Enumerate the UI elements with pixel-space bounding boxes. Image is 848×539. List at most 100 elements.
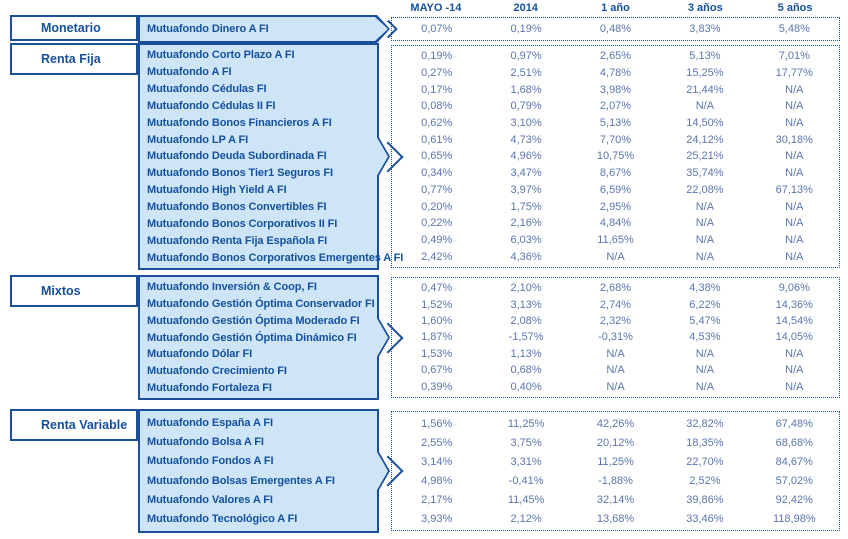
value-cell: N/A bbox=[785, 347, 804, 360]
section-renta-fija: Renta Fija Mutuafondo Corto Plazo A FI Mut… bbox=[0, 43, 848, 268]
fund-name: Mutuafondo Deuda Subordinada FI bbox=[147, 150, 327, 163]
column-header: 5 años bbox=[777, 2, 813, 14]
value-cell: 118,98% bbox=[772, 512, 816, 525]
section-renta-variable: Renta Variable Mutuafondo España A FI Mutu… bbox=[0, 409, 848, 531]
value-cell: 39,86% bbox=[686, 493, 724, 506]
values-box: 0,47% 2,10% 2,68% 4,38% 9,06% 1,52% 3,13% 2,74%… bbox=[391, 277, 840, 398]
section-divider bbox=[10, 275, 142, 277]
column-header: 1 año bbox=[601, 2, 630, 14]
fund-panel: Mutuafondo España A FI Mutuafondo Bolsa A… bbox=[140, 411, 404, 531]
value-cell: N/A bbox=[606, 347, 625, 360]
value-cell: 0,65% bbox=[421, 150, 453, 163]
column-header: 3 años bbox=[687, 2, 723, 14]
category-label: Renta Variable bbox=[41, 418, 128, 432]
value-cell: 0,34% bbox=[421, 167, 453, 180]
value-cell: 35,74% bbox=[686, 167, 724, 180]
value-cell: 15,25% bbox=[686, 67, 724, 80]
value-cell: N/A bbox=[785, 100, 804, 113]
value-cell: 0,20% bbox=[421, 200, 453, 213]
category-box: Monetario bbox=[10, 17, 138, 41]
category-box: Renta Variable bbox=[10, 411, 138, 441]
value-cell: 4,78% bbox=[599, 67, 632, 80]
value-cell: 4,53% bbox=[689, 331, 721, 344]
value-cell: 25,21% bbox=[686, 150, 724, 163]
value-cell: 32,14% bbox=[596, 493, 635, 506]
value-cell: 0,68% bbox=[510, 364, 542, 377]
fund-name: Mutuafondo Fortaleza FI bbox=[147, 381, 272, 394]
fund-name: Mutuafondo Corto Plazo A FI bbox=[147, 49, 295, 62]
value-cell: N/A bbox=[695, 100, 715, 113]
value-cell: 0,19% bbox=[510, 23, 542, 35]
value-cell: 0,07% bbox=[421, 23, 453, 35]
value-cell: 67,48% bbox=[775, 417, 813, 430]
value-cell: 4,36% bbox=[510, 250, 542, 263]
value-cell: 0,22% bbox=[421, 217, 453, 230]
value-cell: 0,39% bbox=[421, 380, 453, 393]
value-cell: -0,31% bbox=[598, 331, 633, 344]
fund-names: Mutuafondo Inversión & Coop, FI Mutuafond… bbox=[140, 277, 388, 398]
value-cell: 5,13% bbox=[599, 117, 632, 130]
value-cell: 22,70% bbox=[686, 455, 724, 468]
value-cell: N/A bbox=[606, 364, 625, 377]
value-cell: 2,17% bbox=[421, 493, 453, 506]
value-cell: 24,12% bbox=[686, 133, 724, 146]
value-cell: 11,45% bbox=[507, 493, 545, 506]
section-divider bbox=[10, 409, 142, 411]
fund-name: Mutuafondo Bonos Financieros A FI bbox=[147, 116, 332, 129]
value-cell: 0,19% bbox=[421, 50, 453, 63]
fund-names: Mutuafondo Corto Plazo A FI Mutuafondo A … bbox=[140, 45, 403, 268]
value-cell: 3,97% bbox=[510, 183, 542, 196]
value-cell: N/A bbox=[785, 250, 804, 263]
value-cell: 5,47% bbox=[689, 315, 721, 328]
fund-name: Mutuafondo Bonos Corporativos II FI bbox=[147, 217, 338, 230]
value-cell: 14,36% bbox=[775, 298, 813, 311]
category-box: Renta Fija bbox=[10, 45, 138, 75]
fund-panel: Mutuafondo Inversión & Coop, FI Mutuafond… bbox=[140, 277, 404, 398]
value-cell: N/A bbox=[695, 364, 715, 377]
value-cell: 3,47% bbox=[510, 167, 542, 180]
fund-name: Mutuafondo Gestión Óptima Moderado FI bbox=[147, 314, 360, 327]
value-cell: 84,67% bbox=[775, 455, 813, 468]
category-label: Mixtos bbox=[41, 284, 81, 298]
category-label: Renta Fija bbox=[41, 52, 101, 66]
value-cell: N/A bbox=[695, 347, 715, 360]
value-cell: 6,59% bbox=[599, 183, 632, 196]
value-cell: 5,13% bbox=[689, 50, 721, 63]
section-mixtos: Mixtos Mutuafondo Inversión & Coop, FI Mut… bbox=[0, 275, 848, 398]
value-cell: N/A bbox=[785, 380, 804, 393]
value-cell: 3,10% bbox=[510, 117, 542, 130]
value-cell: 2,08% bbox=[510, 315, 542, 328]
category-box: Mixtos bbox=[10, 277, 138, 307]
panel-arrow bbox=[140, 277, 388, 398]
value-cell: N/A bbox=[785, 364, 804, 377]
value-cell: 3,83% bbox=[689, 23, 721, 35]
value-cell: 0,49% bbox=[421, 233, 453, 246]
fund-name: Mutuafondo Bolsas Emergentes A FI bbox=[147, 474, 335, 487]
value-cell: 2,65% bbox=[599, 50, 632, 63]
value-cell: N/A bbox=[695, 380, 715, 393]
value-cell: 2,55% bbox=[421, 436, 453, 449]
value-cell: 3,13% bbox=[510, 298, 542, 311]
value-cell: 2,51% bbox=[510, 67, 542, 80]
fund-name: Mutuafondo Dinero A FI bbox=[147, 23, 269, 35]
value-cell: N/A bbox=[785, 167, 804, 180]
fund-name: Mutuafondo Gestión Óptima Dinámico FI bbox=[147, 331, 357, 344]
value-cell: 14,54% bbox=[775, 315, 813, 328]
values-box: 1,56% 11,25% 42,26% 32,82% 67,48% 2,55% 3,75% 2… bbox=[391, 411, 840, 531]
value-cell: -1,57% bbox=[508, 331, 544, 344]
fund-name: Mutuafondo Dólar FI bbox=[147, 348, 253, 361]
fund-name: Mutuafondo High Yield A FI bbox=[147, 184, 287, 197]
value-cell: N/A bbox=[785, 150, 804, 163]
value-cell: 11,65% bbox=[597, 233, 634, 246]
value-cell: N/A bbox=[695, 250, 715, 263]
value-cell: 2,68% bbox=[599, 282, 632, 295]
section-divider bbox=[10, 15, 142, 17]
fund-name: Mutuafondo LP A FI bbox=[147, 133, 249, 146]
panel-arrow bbox=[140, 411, 388, 531]
value-cell: 17,77% bbox=[775, 67, 813, 80]
value-cell: 2,07% bbox=[599, 100, 632, 113]
value-cell: 0,62% bbox=[421, 117, 453, 130]
fund-name: Mutuafondo Bolsa A FI bbox=[147, 435, 264, 448]
fund-name: Mutuafondo España A FI bbox=[147, 416, 273, 429]
